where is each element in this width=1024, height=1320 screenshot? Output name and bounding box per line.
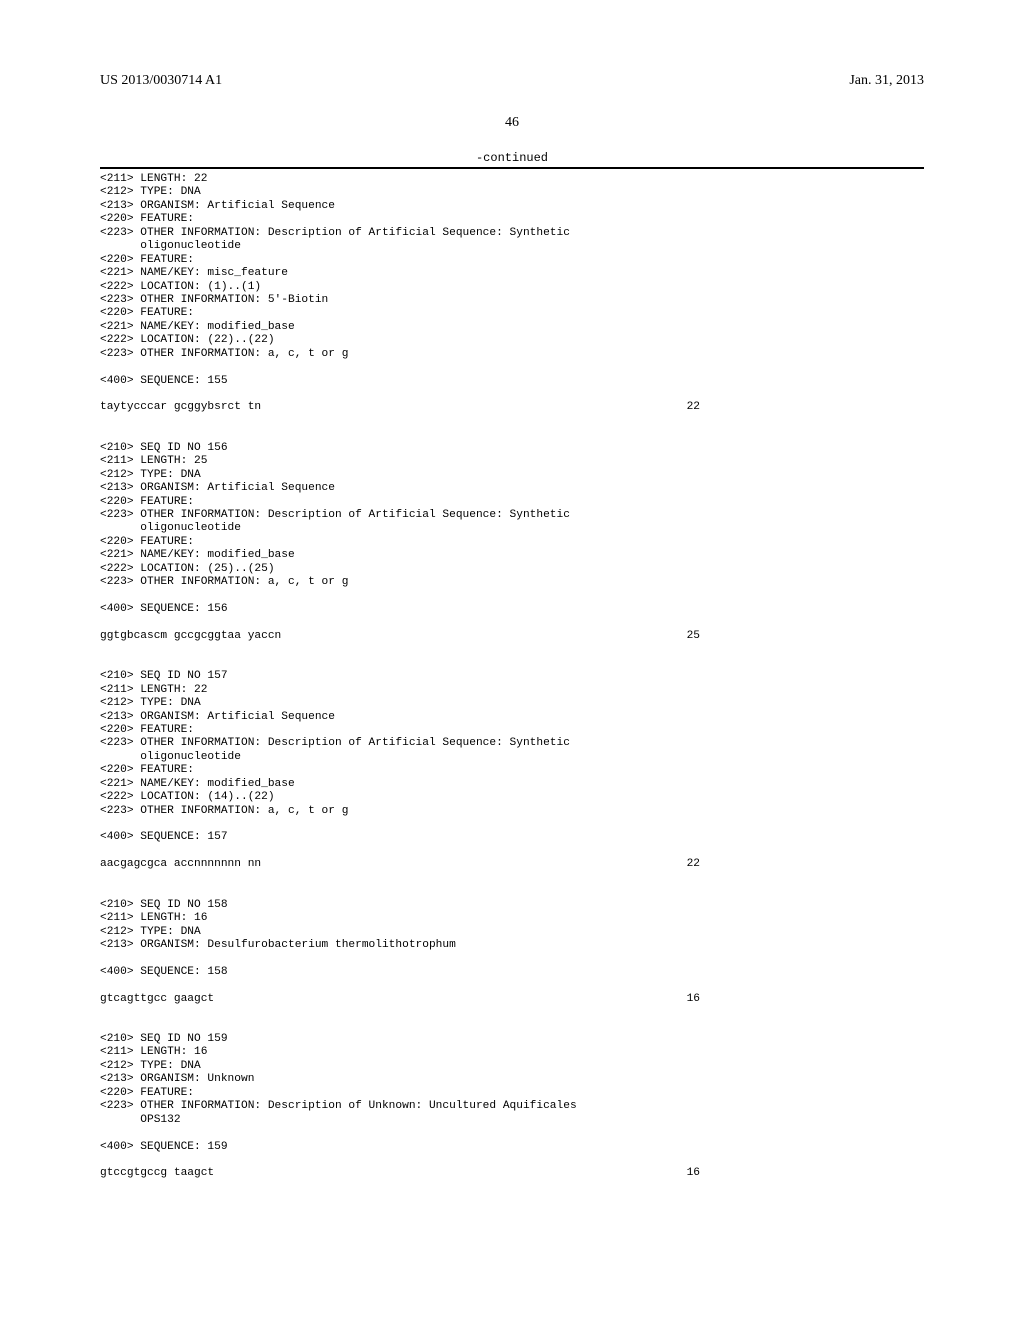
sequence-text: gtccgtgccg taagct bbox=[100, 1167, 214, 1180]
spacer bbox=[100, 872, 924, 899]
spacer bbox=[100, 643, 924, 670]
sequence-row: gtccgtgccg taagct 16 bbox=[100, 1167, 700, 1180]
spacer bbox=[100, 1154, 924, 1167]
sequence-block: <211> LENGTH: 22 <212> TYPE: DNA <213> O… bbox=[100, 173, 924, 415]
spacer bbox=[100, 845, 924, 858]
page-content: US 2013/0030714 A1 Jan. 31, 2013 46 -con… bbox=[0, 0, 1024, 1320]
sequence-row: aacgagcgca accnnnnnnn nn 22 bbox=[100, 858, 700, 871]
sequence-length: 16 bbox=[687, 993, 700, 1006]
sequence-block: <210> SEQ ID NO 157 <211> LENGTH: 22 <21… bbox=[100, 670, 924, 872]
sequence-meta: <210> SEQ ID NO 157 <211> LENGTH: 22 <21… bbox=[100, 670, 924, 845]
sequence-text: gtcagttgcc gaagct bbox=[100, 993, 214, 1006]
sequence-block: <210> SEQ ID NO 156 <211> LENGTH: 25 <21… bbox=[100, 442, 924, 644]
divider bbox=[100, 167, 924, 169]
publication-number: US 2013/0030714 A1 bbox=[100, 73, 222, 89]
sequence-length: 22 bbox=[687, 858, 700, 871]
sequence-text: aacgagcgca accnnnnnnn nn bbox=[100, 858, 261, 871]
sequence-meta: <210> SEQ ID NO 158 <211> LENGTH: 16 <21… bbox=[100, 899, 924, 980]
sequence-block: <210> SEQ ID NO 159 <211> LENGTH: 16 <21… bbox=[100, 1033, 924, 1181]
sequence-length: 25 bbox=[687, 630, 700, 643]
continued-label: -continued bbox=[100, 151, 924, 165]
spacer bbox=[100, 979, 924, 992]
sequence-length: 22 bbox=[687, 401, 700, 414]
sequence-meta: <210> SEQ ID NO 159 <211> LENGTH: 16 <21… bbox=[100, 1033, 924, 1154]
spacer bbox=[100, 1006, 924, 1033]
sequence-block: <210> SEQ ID NO 158 <211> LENGTH: 16 <21… bbox=[100, 899, 924, 1007]
sequence-row: gtcagttgcc gaagct 16 bbox=[100, 993, 700, 1006]
spacer bbox=[100, 616, 924, 629]
sequence-meta: <211> LENGTH: 22 <212> TYPE: DNA <213> O… bbox=[100, 173, 924, 388]
sequence-meta: <210> SEQ ID NO 156 <211> LENGTH: 25 <21… bbox=[100, 442, 924, 617]
sequence-row: taytycccar gcggybsrct tn 22 bbox=[100, 401, 700, 414]
spacer bbox=[100, 415, 924, 442]
sequence-row: ggtgbcascm gccgcggtaa yaccn 25 bbox=[100, 630, 700, 643]
sequence-length: 16 bbox=[687, 1167, 700, 1180]
sequence-text: taytycccar gcggybsrct tn bbox=[100, 401, 261, 414]
spacer bbox=[100, 388, 924, 401]
sequence-text: ggtgbcascm gccgcggtaa yaccn bbox=[100, 630, 281, 643]
page-number: 46 bbox=[100, 115, 924, 131]
page-header: US 2013/0030714 A1 Jan. 31, 2013 bbox=[100, 73, 924, 89]
publication-date: Jan. 31, 2013 bbox=[849, 73, 924, 89]
